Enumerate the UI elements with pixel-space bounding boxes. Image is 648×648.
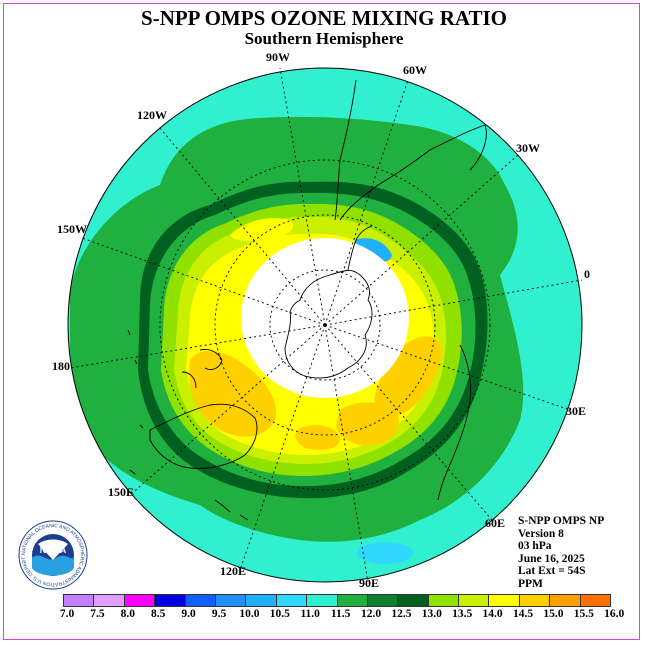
colorbar-segment: [579, 594, 612, 607]
colorbar-tick-label: 9.0: [181, 608, 196, 620]
lon-label-30e: 30E: [566, 404, 587, 418]
meridian-120e: [239, 324, 326, 571]
meridian-150w: [81, 237, 326, 326]
meridian-90e: [324, 324, 369, 583]
lon-label-90e: 90E: [359, 576, 380, 590]
antarctica-coast: [284, 270, 373, 379]
colorbar-tick-label: 12.5: [391, 608, 412, 620]
lon-label-180: 180: [52, 359, 70, 373]
meridian-90w: [279, 67, 326, 326]
info-date: June 16, 2025: [518, 552, 585, 565]
info-lat-extent: Lat Ext = 54S: [518, 565, 586, 578]
graticule: [69, 67, 583, 583]
contour-14-0-sw: [295, 425, 340, 450]
contour-14-0-west: [189, 350, 276, 437]
lon-label-60w: 60W: [403, 63, 427, 77]
colorbar-segment: [184, 594, 216, 607]
contour-10-5-patch: [354, 238, 392, 262]
info-block: S-NPP OMPS NP Version 8 03 hPa June 16, …: [518, 515, 604, 591]
info-units: PPM: [518, 577, 543, 590]
info-instrument: S-NPP OMPS NP: [518, 515, 605, 527]
colorbar-segment: [366, 594, 399, 607]
contour-14-0-east: [374, 336, 441, 417]
colorbar-tick-label: 13.5: [452, 608, 473, 620]
noaa-logo-icon: NATIONAL OCEANIC AND ATMOSPHERIC ADMINIS…: [18, 520, 88, 590]
map-subtitle: Southern Hemisphere: [244, 29, 404, 48]
lon-label-60e: 60E: [485, 516, 506, 530]
lon-label-0: 0: [584, 267, 590, 281]
colorbar-tick-label: 12.0: [360, 608, 382, 620]
colorbar-segment: [458, 594, 490, 607]
map-title: S-NPP OMPS OZONE MIXING RATIO: [141, 6, 507, 30]
colorbar-segment: [518, 594, 551, 607]
colorbar-tick-label: 15.0: [543, 608, 564, 620]
meridian-180: [69, 324, 326, 369]
colorbar-tick-label: 7.0: [59, 608, 75, 620]
colorbar-segment: [214, 594, 247, 607]
islands-west: [127, 329, 249, 521]
svg-text:NOAA: NOAA: [40, 545, 67, 555]
south-america-coast: [334, 79, 487, 221]
colorbar-tick-label: 9.5: [211, 608, 227, 620]
lon-label-150w: 150W: [57, 222, 87, 236]
colorbar-tick-label: 16.0: [604, 608, 625, 620]
polar-night-mask: [241, 238, 409, 398]
parallel-80s: [269, 269, 381, 381]
lon-label-120w: 120W: [137, 108, 167, 122]
colorbar-segment: [488, 594, 520, 607]
colorbar-tick-label: 10.5: [269, 608, 290, 620]
colorbar-segment: [427, 594, 460, 607]
lon-label-120e: 120E: [220, 564, 247, 578]
meridian-150e: [129, 324, 326, 496]
lon-label-150e: 150E: [108, 485, 135, 499]
colorbar-segment: [154, 594, 186, 607]
map-boundary: [67, 67, 583, 583]
colorbar-segment: [306, 594, 338, 607]
colorbar-tick-label: 7.5: [90, 608, 105, 620]
colorbar-tick-label: 14.0: [482, 608, 503, 620]
colorbar-tick-label: 11.5: [330, 608, 351, 620]
lon-label-30w: 30W: [516, 141, 540, 155]
africa-coast: [437, 344, 471, 501]
colorbar-segment: [63, 594, 95, 607]
new-zealand-coast: [181, 349, 223, 389]
colorbar-tick-label: 15.5: [573, 608, 594, 620]
info-pressure-level: 03 hPa: [518, 540, 552, 553]
colorbar-segment: [275, 594, 308, 607]
australia-coast: [149, 403, 258, 469]
meridian-30e: [324, 324, 571, 411]
parallel-60s: [159, 159, 491, 491]
colorbar-tick-label: 11.0: [300, 608, 320, 620]
south-pole-marker: [323, 323, 327, 327]
meridian-60w: [324, 79, 409, 326]
colorbar: [63, 594, 612, 607]
colorbar-segment: [123, 594, 156, 607]
colorbar-tick-label: 14.5: [512, 608, 534, 620]
antarctic-peninsula: [347, 225, 373, 271]
colorbar-tick-label: 13.0: [421, 608, 442, 620]
meridian-0: [324, 279, 583, 326]
colorbar-ticks: 7.0 7.5 8.0 8.5 9.0 9.5 10.0 10.5 11.0 11.5 12.0 12…: [0, 608, 648, 624]
colorbar-segment: [245, 594, 277, 607]
colorbar-segment: [93, 594, 125, 607]
colorbar-tick-label: 8.0: [120, 608, 135, 620]
contour-14-0-south: [336, 402, 399, 446]
colorbar-segment: [397, 594, 429, 607]
coastlines: [127, 79, 487, 521]
parallel-70s: [214, 214, 436, 436]
colorbar-segment: [336, 594, 368, 607]
colorbar-segment: [549, 594, 581, 607]
colorbar-tick-label: 10.0: [239, 608, 260, 620]
contour-13-5-north: [230, 218, 294, 242]
colorbar-tick-label: 8.5: [151, 608, 166, 620]
info-version: Version 8: [518, 527, 564, 540]
lon-label-90w: 90W: [266, 50, 290, 64]
contour-10-5-south: [357, 542, 413, 564]
